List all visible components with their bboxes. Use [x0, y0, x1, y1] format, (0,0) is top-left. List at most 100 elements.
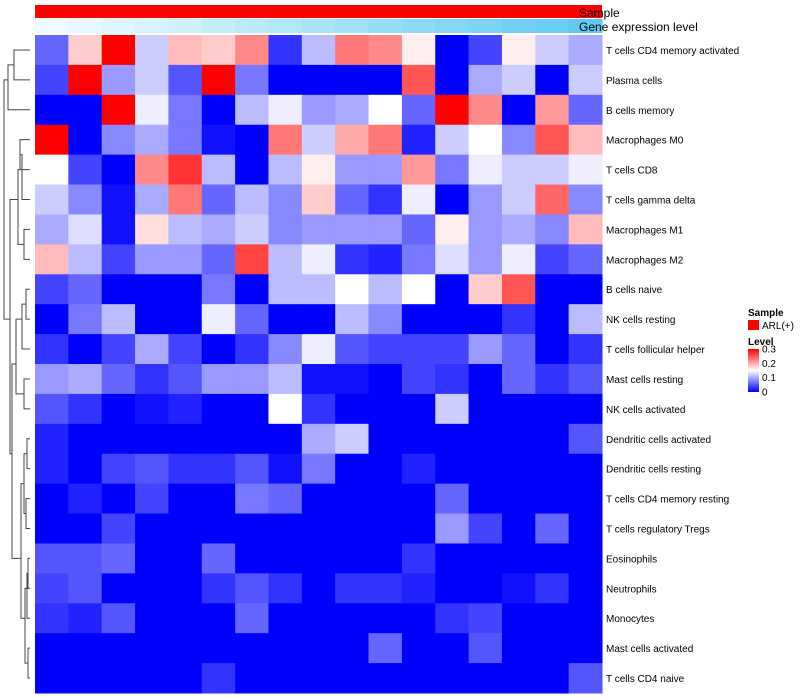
heatmap-cell	[401, 393, 436, 425]
heatmap-cell	[168, 603, 203, 634]
legend-sample-swatch	[748, 320, 759, 330]
dendrogram-branch	[9, 199, 18, 455]
heatmap-cell	[135, 543, 169, 574]
heatmap-cell	[401, 334, 436, 365]
heatmap-cell	[301, 64, 336, 96]
heatmap-cell	[35, 244, 69, 275]
heatmap-cell	[68, 663, 103, 694]
heatmap-cell	[201, 35, 236, 66]
heatmap-cell	[468, 124, 503, 156]
heatmap-cell	[68, 633, 103, 664]
heatmap-cell	[235, 393, 269, 425]
heatmap-cell	[168, 364, 203, 395]
heatmap-cell	[35, 513, 69, 544]
heatmap-cell	[201, 274, 236, 305]
heatmap-cell	[501, 603, 536, 634]
heatmap-cell	[401, 64, 436, 96]
heatmap-cell	[535, 663, 570, 694]
heatmap-cell	[301, 633, 336, 664]
heatmap-cell	[501, 573, 536, 604]
heatmap-cell	[135, 244, 169, 275]
heatmap-cell	[268, 154, 303, 186]
heatmap-cell	[235, 244, 269, 275]
heatmap-cell	[268, 513, 303, 544]
heatmap-cell	[101, 393, 136, 425]
heatmap-cell	[468, 64, 503, 96]
heatmap-cell	[35, 35, 69, 66]
heatmap-cell	[468, 633, 503, 664]
heatmap-cell	[401, 603, 436, 634]
heatmap-cell	[235, 543, 269, 574]
heatmap-cell	[201, 124, 236, 156]
row-label: Dendritic cells resting	[606, 465, 701, 476]
heatmap-cell	[368, 334, 403, 365]
dendrogram-branch	[23, 228, 30, 260]
heatmap-cell	[435, 64, 470, 96]
heatmap-cell	[235, 573, 269, 604]
row-label: Monocytes	[606, 614, 654, 625]
heatmap-cell	[201, 453, 236, 485]
heatmap-cell	[568, 154, 603, 186]
heatmap-cell	[435, 334, 470, 365]
heatmap-cell	[468, 393, 503, 425]
track-label-sample: Sample	[579, 6, 620, 20]
heatmap-cell	[35, 483, 69, 515]
heatmap-cell	[568, 543, 603, 574]
heatmap-cell	[135, 35, 169, 66]
gene-expression-cell	[301, 19, 336, 33]
heatmap-cell	[535, 423, 570, 455]
heatmap-cell	[568, 304, 603, 335]
heatmap-cell	[335, 244, 370, 275]
heatmap-cell	[168, 543, 203, 574]
heatmap-cell	[135, 184, 169, 215]
heatmap-cell	[335, 393, 370, 425]
heatmap-cell	[501, 274, 536, 305]
heatmap-cell	[535, 214, 570, 245]
heatmap-cell	[35, 64, 69, 96]
heatmap-cell	[468, 603, 503, 634]
heatmap-cell	[368, 304, 403, 335]
heatmap-cell	[435, 304, 470, 335]
heatmap-cell	[368, 423, 403, 455]
heatmap-cell	[468, 184, 503, 215]
dendrogram-branch	[3, 79, 10, 320]
heatmap-cell	[35, 304, 69, 335]
heatmap-cell	[201, 94, 236, 126]
heatmap-cell	[301, 214, 336, 245]
heatmap-cell	[568, 214, 603, 245]
heatmap-cell	[368, 364, 403, 395]
heatmap-cell	[535, 393, 570, 425]
heatmap-cell	[368, 483, 403, 515]
heatmap-cell	[235, 603, 269, 634]
row-dendrogram	[3, 49, 30, 679]
heatmap-cell	[68, 154, 103, 186]
heatmap-cell	[201, 603, 236, 634]
heatmap-cell	[135, 633, 169, 664]
heatmap-cell	[168, 244, 203, 275]
heatmap-cell	[468, 573, 503, 604]
heatmap-cell	[168, 64, 203, 96]
heatmap-cell	[101, 543, 136, 574]
heatmap-cell	[68, 393, 103, 425]
heatmap-cell	[168, 214, 203, 245]
heatmap-cell	[135, 483, 169, 515]
heatmap-cell	[268, 483, 303, 515]
heatmap-cell	[368, 453, 403, 485]
heatmap-cell	[135, 364, 169, 395]
heatmap-cell	[335, 214, 370, 245]
heatmap-cell	[268, 304, 303, 335]
legend-level-tick: 0.1	[762, 373, 776, 384]
heatmap-cell	[101, 94, 136, 126]
heatmap-cell	[468, 35, 503, 66]
heatmap-cell	[268, 184, 303, 215]
heatmap-cell	[401, 94, 436, 126]
heatmap-cell	[468, 334, 503, 365]
heatmap-cell	[301, 154, 336, 186]
heatmap-cell	[335, 124, 370, 156]
heatmap-cell	[501, 35, 536, 66]
heatmap-cell	[68, 64, 103, 96]
legend-sample-entry: ARL(+)	[762, 321, 794, 332]
heatmap-cell	[401, 663, 436, 694]
heatmap-cell	[135, 663, 169, 694]
heatmap-cell	[368, 35, 403, 66]
